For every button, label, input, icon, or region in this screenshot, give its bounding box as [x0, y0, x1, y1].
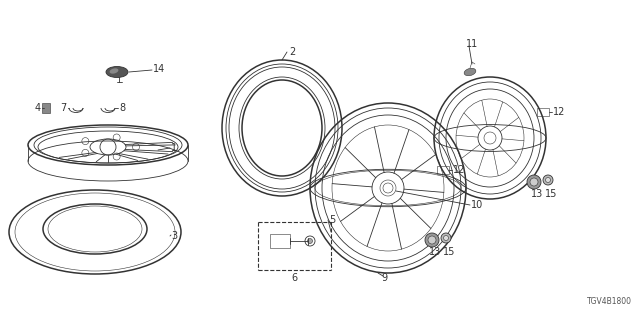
Text: 15: 15	[545, 189, 557, 199]
Circle shape	[527, 175, 541, 189]
Bar	[42, 103, 50, 113]
Circle shape	[530, 178, 538, 186]
Text: 7: 7	[60, 103, 67, 113]
Circle shape	[425, 233, 439, 247]
Text: 11: 11	[466, 39, 478, 49]
Text: 12: 12	[453, 165, 465, 175]
Text: 3: 3	[171, 231, 177, 241]
Circle shape	[441, 233, 451, 243]
Text: 15: 15	[443, 247, 456, 257]
Text: 12: 12	[553, 107, 565, 117]
Text: 1: 1	[171, 143, 177, 153]
Circle shape	[428, 236, 436, 244]
Text: 14: 14	[153, 64, 165, 74]
Text: 13: 13	[429, 247, 441, 257]
Text: 5: 5	[329, 215, 335, 225]
Bar	[437, 166, 449, 174]
Circle shape	[307, 238, 312, 244]
Text: 13: 13	[531, 189, 543, 199]
Circle shape	[543, 175, 553, 185]
Text: 6: 6	[291, 273, 297, 283]
Text: 4: 4	[35, 103, 41, 113]
Circle shape	[444, 236, 449, 241]
Text: 2: 2	[289, 47, 295, 57]
Ellipse shape	[106, 67, 128, 77]
Ellipse shape	[464, 68, 476, 76]
Text: 10: 10	[471, 200, 483, 210]
Circle shape	[545, 178, 550, 182]
Bar	[270, 234, 290, 248]
Ellipse shape	[109, 68, 118, 74]
Text: 8: 8	[119, 103, 125, 113]
Bar	[537, 108, 549, 116]
Text: 9: 9	[381, 273, 387, 283]
Text: TGV4B1800: TGV4B1800	[587, 297, 632, 306]
